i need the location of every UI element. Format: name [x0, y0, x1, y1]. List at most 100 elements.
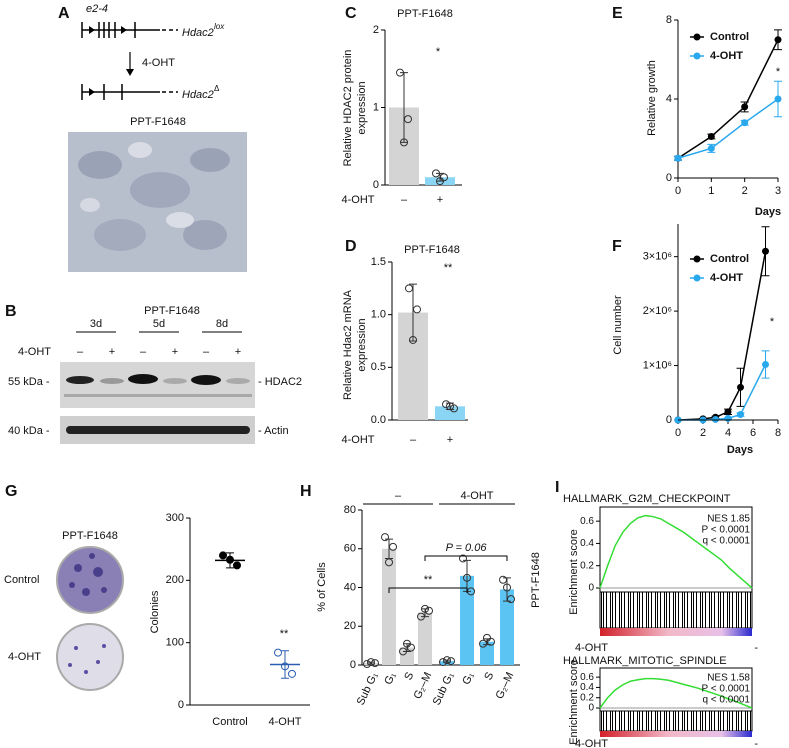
panel-letter: B	[5, 303, 17, 320]
data-point	[274, 648, 282, 657]
data-point	[503, 583, 511, 592]
data-point	[421, 604, 429, 613]
y-label: Cell number	[612, 295, 624, 355]
y-tick-label: 3×10⁶	[643, 251, 672, 263]
y-tick-label: 0.4	[580, 682, 594, 693]
data-point	[226, 555, 234, 564]
category-label: 4-OHT	[269, 716, 302, 728]
x-tick-label: 0	[675, 427, 681, 439]
x-label: 4-OHT	[342, 434, 375, 446]
side-label: PPT-F1648	[530, 552, 542, 608]
bar	[418, 612, 432, 665]
data-point	[442, 400, 450, 409]
gene-hits	[599, 710, 753, 732]
y-tick-label: 100	[166, 637, 184, 649]
y-tick-label: 0.4	[580, 538, 594, 549]
y-tick-label: 0.0	[371, 414, 386, 426]
marker	[741, 119, 749, 127]
protein-label: - Actin	[258, 425, 289, 437]
data-point	[413, 305, 421, 314]
marker	[707, 144, 715, 152]
y-tick-label: 4	[666, 93, 672, 105]
panel-letter: D	[345, 238, 357, 255]
data-point	[389, 542, 397, 551]
panel-a: A e2-4 Hdac2 lox 4-OHT Hdac2 Δ PPT-F1648	[58, 3, 247, 272]
allele-superscript: Δ	[214, 84, 220, 93]
y-tick-label: 1.0	[371, 309, 386, 321]
y-tick-label: 0.2	[580, 692, 594, 703]
y-tick-label: 0	[666, 414, 672, 426]
significance: **	[280, 628, 289, 640]
loxp	[89, 88, 95, 96]
data-point	[233, 561, 241, 570]
condition: Control	[4, 574, 39, 586]
gene-hits	[599, 591, 753, 629]
y-tick-label: 2	[373, 24, 379, 36]
statistic: P < 0.0001	[702, 525, 751, 536]
y-label: Relative HDAC2 protein	[342, 50, 354, 167]
data-point	[405, 284, 413, 293]
marker	[674, 154, 682, 162]
rank-bar	[600, 628, 752, 636]
data-point	[219, 551, 227, 560]
legend-label: 4-OHT	[710, 272, 743, 284]
x-tick-label: 3	[775, 185, 781, 197]
category-label: Control	[212, 716, 247, 728]
treatment: 4-OHT	[142, 57, 175, 69]
rank-label: 4-OHT	[575, 642, 608, 654]
loxp	[121, 26, 127, 34]
data-point	[436, 177, 444, 186]
error-bar	[409, 283, 417, 342]
y-label: Colonies	[149, 590, 161, 633]
blot-hdac2	[60, 362, 255, 408]
size-marker: 55 kDa -	[8, 376, 50, 388]
marker	[762, 360, 769, 368]
bar	[382, 548, 396, 665]
category-label: S	[482, 670, 496, 682]
loxp	[89, 26, 95, 34]
marker	[741, 103, 749, 111]
panel-letter: E	[612, 5, 623, 22]
bar	[440, 661, 454, 665]
panel-letter: H	[300, 483, 312, 500]
condition: 4-OHT	[8, 651, 41, 663]
marker	[737, 383, 744, 391]
data-point	[385, 558, 393, 567]
data-point	[367, 658, 375, 667]
statistic: q < 0.0001	[702, 536, 750, 547]
x-tick-label: 6	[750, 427, 756, 439]
marker	[774, 95, 782, 103]
y-tick-label: 0	[588, 703, 594, 714]
y-tick-label: 0.2	[580, 560, 594, 571]
treatment: 4-OHT	[18, 346, 51, 358]
category-label: G₁	[460, 670, 476, 686]
bracket	[424, 555, 508, 561]
data-point	[371, 659, 379, 668]
data-point	[381, 533, 389, 542]
panel-g: G PPT-F1648 Control 4-OHT	[4, 483, 124, 691]
lox-allele	[81, 22, 178, 38]
data-point	[450, 404, 458, 413]
enrichment-curve	[599, 514, 753, 589]
data-point	[446, 402, 454, 411]
rank-bar	[600, 731, 752, 737]
colonies	[68, 644, 106, 674]
marker	[774, 36, 782, 44]
protein-label: - HDAC2	[258, 376, 302, 388]
y-tick-label: 8	[666, 14, 672, 26]
x-label: 4-OHT	[342, 194, 375, 206]
marker	[724, 414, 732, 422]
group-label: 4-OHT	[461, 490, 494, 502]
series-line	[677, 98, 779, 159]
y-tick-label: 40	[344, 581, 356, 593]
rank-label: -	[754, 738, 758, 748]
data-point	[403, 639, 411, 648]
y-tick-label: 0	[666, 172, 672, 184]
rank-label: -	[754, 642, 758, 654]
panel-letter: A	[58, 5, 70, 22]
x-tick-label: 4	[725, 427, 731, 439]
category-label: S	[402, 670, 416, 682]
y-label: Relative Hdac2 mRNA	[342, 289, 354, 400]
sign: –	[77, 346, 84, 358]
